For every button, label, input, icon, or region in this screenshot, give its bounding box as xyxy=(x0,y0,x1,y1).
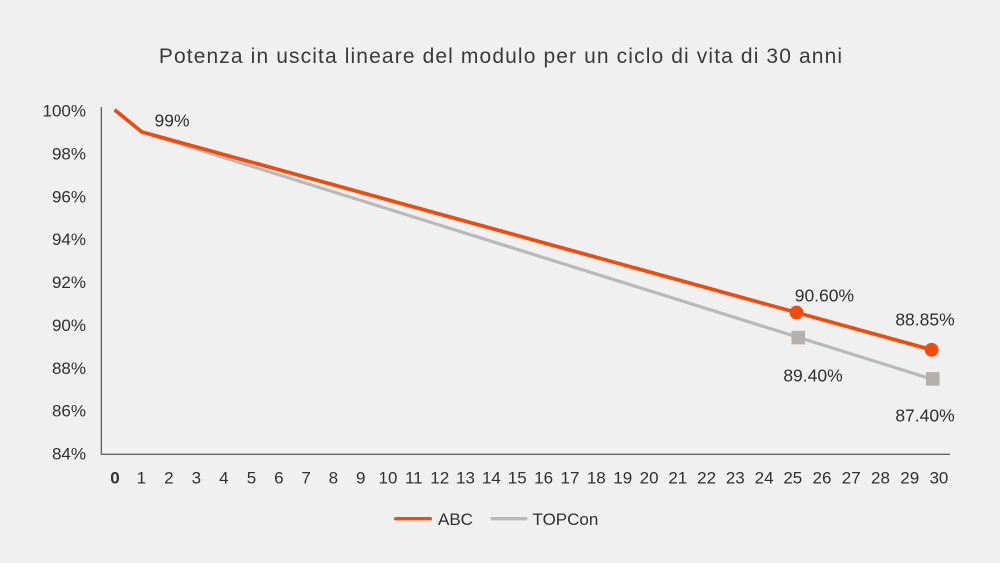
svg-text:11: 11 xyxy=(405,469,423,488)
svg-text:87.40%: 87.40% xyxy=(895,405,954,425)
svg-text:18: 18 xyxy=(587,469,606,488)
svg-text:4: 4 xyxy=(219,469,228,488)
svg-text:8: 8 xyxy=(329,469,338,488)
svg-text:21: 21 xyxy=(668,469,687,488)
svg-text:7: 7 xyxy=(301,469,310,488)
svg-text:90%: 90% xyxy=(52,316,86,335)
svg-text:23: 23 xyxy=(726,469,745,488)
svg-text:26: 26 xyxy=(813,469,832,488)
svg-text:90.60%: 90.60% xyxy=(795,285,854,305)
svg-text:29: 29 xyxy=(900,469,919,488)
svg-text:88%: 88% xyxy=(52,359,86,378)
svg-text:96%: 96% xyxy=(52,187,86,206)
svg-text:27: 27 xyxy=(842,469,861,488)
svg-text:3: 3 xyxy=(192,469,201,488)
svg-text:16: 16 xyxy=(534,469,553,488)
svg-text:15: 15 xyxy=(508,469,527,488)
svg-text:1: 1 xyxy=(137,469,146,488)
svg-text:99%: 99% xyxy=(154,111,189,131)
svg-text:13: 13 xyxy=(456,469,475,488)
svg-text:TOPCon: TOPCon xyxy=(533,510,599,529)
svg-text:19: 19 xyxy=(613,469,632,488)
svg-text:100%: 100% xyxy=(43,102,86,121)
svg-text:30: 30 xyxy=(929,469,948,488)
svg-text:28: 28 xyxy=(871,469,890,488)
svg-text:12: 12 xyxy=(430,469,449,488)
svg-text:6: 6 xyxy=(274,469,283,488)
svg-text:17: 17 xyxy=(561,469,580,488)
svg-text:0: 0 xyxy=(110,469,119,488)
svg-text:20: 20 xyxy=(640,469,659,488)
svg-text:2: 2 xyxy=(164,469,173,488)
svg-text:86%: 86% xyxy=(52,402,86,421)
svg-text:92%: 92% xyxy=(52,273,86,292)
svg-text:22: 22 xyxy=(697,469,716,488)
svg-text:10: 10 xyxy=(379,469,398,488)
svg-text:14: 14 xyxy=(482,469,501,488)
svg-text:5: 5 xyxy=(247,469,256,488)
svg-text:Potenza in uscita lineare del: Potenza in uscita lineare del modulo per… xyxy=(159,45,843,68)
svg-text:25: 25 xyxy=(783,469,802,488)
svg-text:88.85%: 88.85% xyxy=(895,309,954,329)
svg-text:94%: 94% xyxy=(52,230,86,249)
svg-text:89.40%: 89.40% xyxy=(783,365,842,385)
svg-text:9: 9 xyxy=(356,469,365,488)
svg-text:24: 24 xyxy=(755,469,774,488)
svg-text:ABC: ABC xyxy=(438,510,473,529)
svg-text:84%: 84% xyxy=(52,445,86,464)
svg-text:98%: 98% xyxy=(52,145,86,164)
